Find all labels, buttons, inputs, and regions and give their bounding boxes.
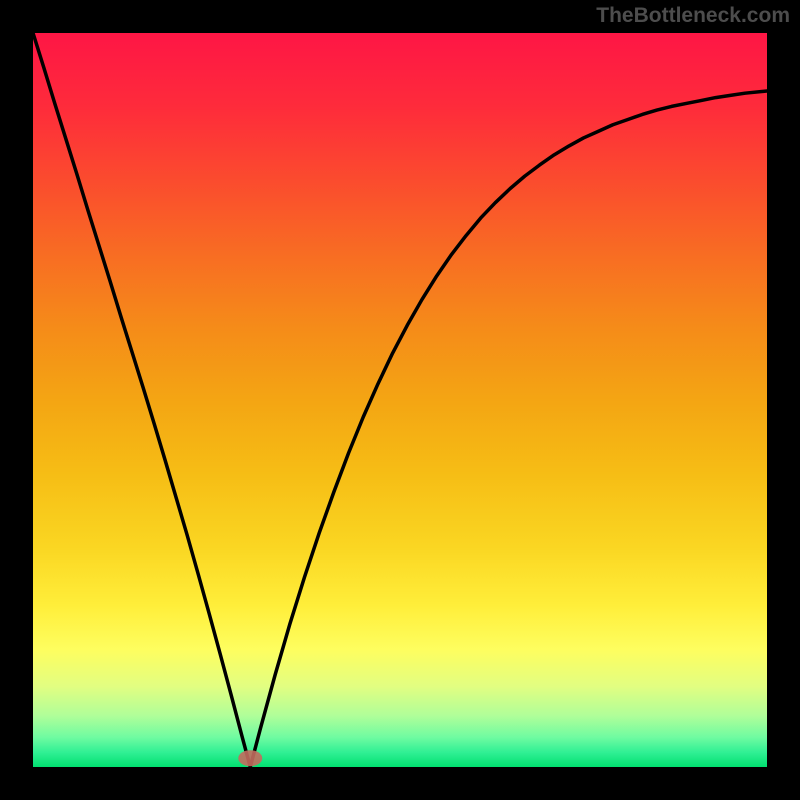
plot-background [33,33,767,767]
chart-container: TheBottleneck.com [0,0,800,800]
attribution-text: TheBottleneck.com [596,4,790,28]
minimum-marker [238,750,262,766]
plot-svg [33,33,767,767]
